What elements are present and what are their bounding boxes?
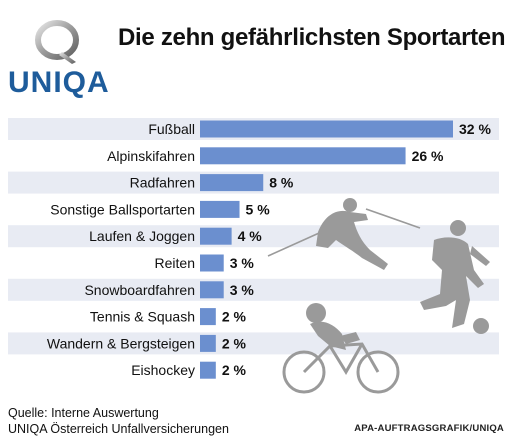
source-line-1: Quelle: Interne Auswertung	[8, 406, 159, 420]
category-label: Alpinskifahren	[107, 148, 195, 164]
value-label: 5 %	[246, 201, 271, 217]
source-line-2: UNIQA Österreich Unfallversicherungen	[8, 422, 229, 436]
skier-icon	[267, 198, 421, 270]
bar	[200, 334, 216, 352]
footballer-icon	[420, 220, 490, 334]
value-label: 2 %	[222, 335, 247, 351]
brand-name: UNIQA	[8, 66, 110, 99]
value-label: 8 %	[269, 175, 294, 191]
row-band	[8, 332, 499, 355]
value-label: 26 %	[412, 148, 444, 164]
uniqa-logo: UNIQA	[8, 6, 109, 99]
value-label: 2 %	[222, 362, 247, 378]
cyclist-icon	[282, 303, 400, 394]
uniqa-ring-icon	[35, 20, 79, 64]
value-label: 32 %	[459, 121, 491, 137]
row-band	[8, 225, 499, 248]
bar	[200, 227, 232, 245]
category-label: Snowboardfahren	[84, 282, 195, 298]
category-label: Tennis & Squash	[90, 309, 195, 325]
bar	[200, 120, 453, 138]
bar	[200, 254, 224, 272]
category-label: Laufen & Joggen	[89, 228, 195, 244]
category-label: Radfahren	[130, 175, 195, 191]
source-note: Quelle: Interne Auswertung UNIQA Österre…	[8, 405, 229, 437]
bar	[200, 308, 216, 326]
credit-line: APA-AUFTRAGSGRAFIK/UNIQA	[354, 423, 504, 434]
chart-title: Die zehn gefährlichsten Sportarten	[118, 24, 506, 51]
category-label: Reiten	[155, 255, 195, 271]
value-label: 3 %	[230, 282, 255, 298]
bar	[200, 361, 216, 379]
bar	[200, 174, 264, 192]
category-label: Sonstige Ballsportarten	[50, 201, 195, 217]
bar	[200, 281, 224, 299]
value-label: 4 %	[238, 228, 263, 244]
category-label: Wandern & Bergsteigen	[47, 335, 195, 351]
category-label: Fußball	[148, 121, 195, 137]
value-label: 2 %	[222, 309, 247, 325]
row-band	[8, 278, 499, 301]
category-label: Eishockey	[131, 362, 195, 378]
bar	[200, 147, 406, 165]
value-label: 3 %	[230, 255, 255, 271]
bar	[200, 200, 240, 218]
